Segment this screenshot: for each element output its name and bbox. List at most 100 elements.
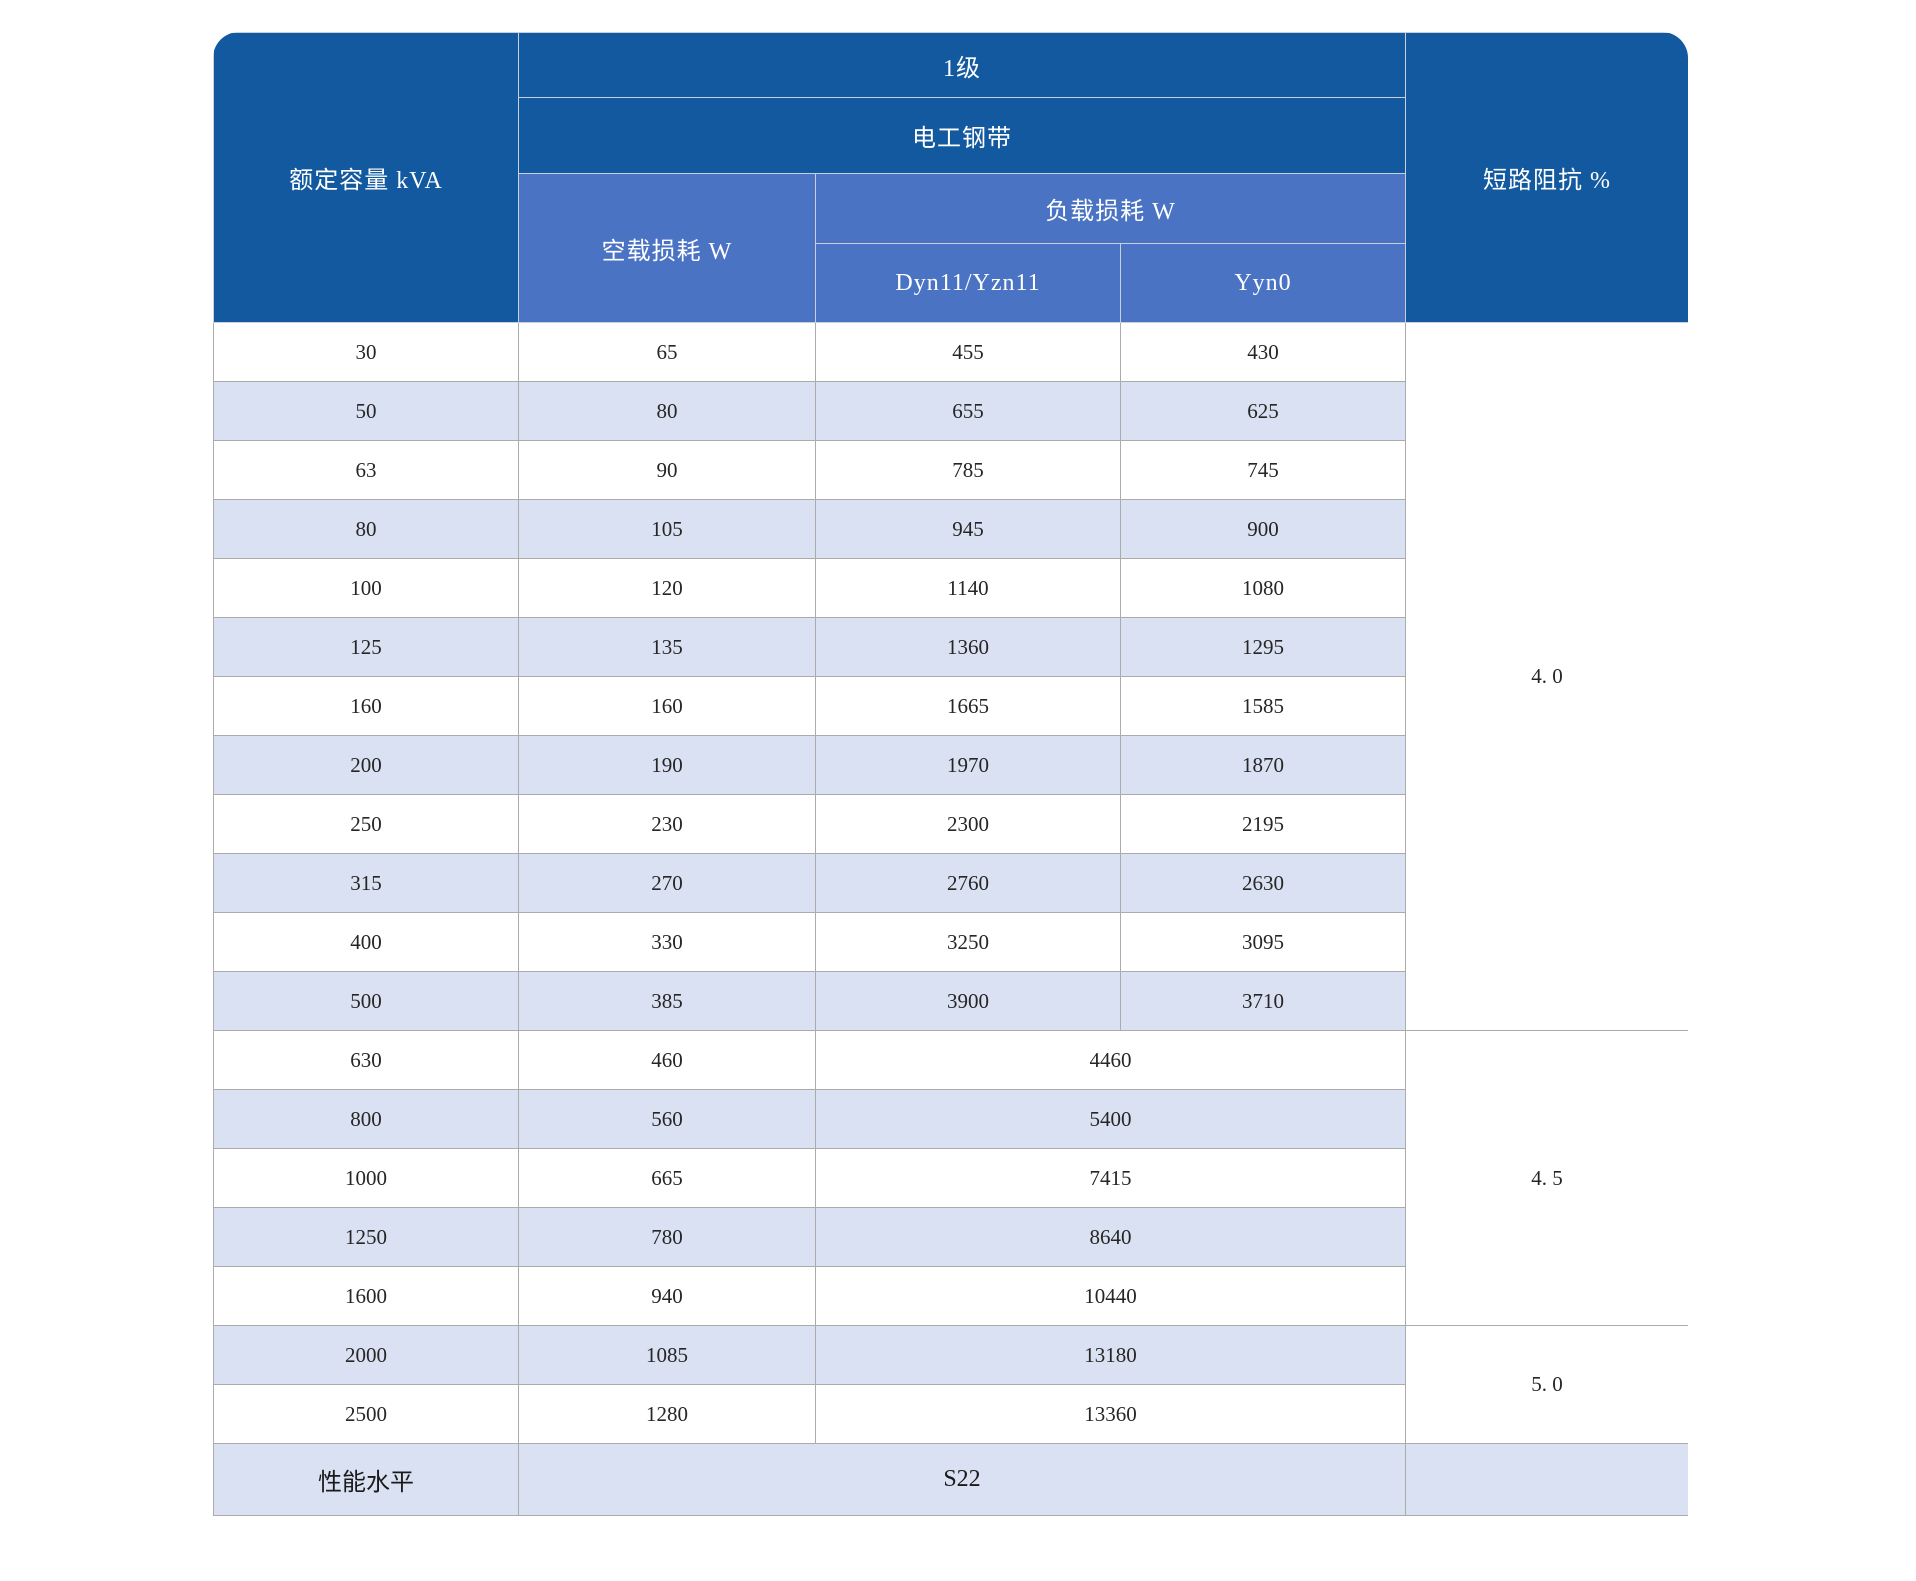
header-capacity: 额定容量 kVA: [213, 32, 519, 323]
cell-no-load: 560: [518, 1089, 816, 1149]
cell-capacity: 160: [213, 676, 519, 736]
cell-capacity: 200: [213, 735, 519, 795]
cell-no-load: 385: [518, 971, 816, 1031]
cell-no-load: 230: [518, 794, 816, 854]
cell-load-combined: 10440: [814, 1266, 1407, 1326]
cell-no-load: 330: [518, 912, 816, 972]
cell-yyn: 900: [1119, 499, 1407, 559]
header-no-load-loss: 空载损耗 W: [518, 173, 816, 323]
table-row: 100 120 1140 1080: [213, 558, 1689, 618]
cell-yyn: 1295: [1119, 617, 1407, 677]
cell-yyn: 745: [1119, 440, 1407, 500]
cell-yyn: 2630: [1119, 853, 1407, 913]
cell-no-load: 460: [518, 1030, 816, 1090]
header-vector-dyn: Dyn11/Yzn11: [815, 243, 1121, 323]
table-row: 800 560 5400: [213, 1089, 1689, 1149]
table-row: 50 80 655 625: [213, 381, 1689, 441]
cell-load-combined: 13180: [814, 1325, 1407, 1385]
cell-dyn: 1140: [815, 558, 1121, 618]
footer-impedance-empty: [1405, 1443, 1688, 1516]
cell-yyn: 1585: [1119, 676, 1407, 736]
cell-no-load: 120: [518, 558, 816, 618]
cell-no-load: 65: [518, 322, 816, 382]
cell-capacity: 315: [213, 853, 519, 913]
cell-no-load: 270: [518, 853, 816, 913]
cell-dyn: 785: [815, 440, 1121, 500]
table-row: 200 190 1970 1870: [213, 735, 1689, 795]
table-header: 额定容量 kVA 1级 短路阻抗 % 电工钢带 空载损耗 W 负载损耗 W Dy…: [213, 32, 1688, 323]
table-row: 500 385 3900 3710: [213, 971, 1689, 1031]
cell-no-load: 1085: [518, 1325, 816, 1385]
cell-capacity: 80: [213, 499, 519, 559]
cell-dyn: 1665: [815, 676, 1121, 736]
footer-label: 性能水平: [213, 1443, 519, 1516]
cell-capacity: 100: [213, 558, 519, 618]
cell-load-combined: 4460: [814, 1030, 1407, 1090]
cell-no-load: 665: [518, 1148, 816, 1208]
cell-dyn: 1360: [815, 617, 1121, 677]
cell-impedance-4-0: 4. 0: [1405, 322, 1688, 1031]
cell-capacity: 400: [213, 912, 519, 972]
cell-load-combined: 13360: [814, 1384, 1407, 1444]
header-impedance: 短路阻抗 %: [1405, 32, 1688, 323]
cell-capacity: 1600: [213, 1266, 519, 1326]
table-row: 2500 1280 13360: [213, 1384, 1689, 1444]
cell-capacity: 30: [213, 322, 519, 382]
table-row: 125 135 1360 1295: [213, 617, 1689, 677]
transformer-loss-table: 额定容量 kVA 1级 短路阻抗 % 电工钢带 空载损耗 W 负载损耗 W Dy…: [213, 32, 1688, 1516]
cell-capacity: 2500: [213, 1384, 519, 1444]
cell-no-load: 1280: [518, 1384, 816, 1444]
cell-yyn: 3710: [1119, 971, 1407, 1031]
header-grade: 1级: [517, 32, 1407, 98]
cell-yyn: 625: [1119, 381, 1407, 441]
cell-capacity: 2000: [213, 1325, 519, 1385]
cell-capacity: 1250: [213, 1207, 519, 1267]
cell-yyn: 1080: [1119, 558, 1407, 618]
table-row: 80 105 945 900: [213, 499, 1689, 559]
spec-table: 额定容量 kVA 1级 短路阻抗 % 电工钢带 空载损耗 W 负载损耗 W Dy…: [213, 32, 1688, 1516]
cell-no-load: 780: [518, 1207, 816, 1267]
cell-impedance-5-0: 5. 0: [1405, 1325, 1688, 1444]
table-row: 30 65 455 430 4. 0: [213, 322, 1688, 1031]
cell-no-load: 940: [518, 1266, 816, 1326]
cell-dyn: 945: [815, 499, 1121, 559]
cell-dyn: 3900: [815, 971, 1121, 1031]
cell-load-combined: 5400: [814, 1089, 1407, 1149]
cell-no-load: 160: [518, 676, 816, 736]
cell-load-combined: 8640: [814, 1207, 1407, 1267]
table-row: 250 230 2300 2195: [213, 794, 1689, 854]
cell-dyn: 1970: [815, 735, 1121, 795]
table-row: 2000 1085 13180 5. 0: [213, 1325, 1688, 1444]
header-material: 电工钢带: [517, 97, 1407, 174]
cell-no-load: 105: [518, 499, 816, 559]
table-row: 1600 940 10440: [213, 1266, 1689, 1326]
cell-dyn: 455: [815, 322, 1121, 382]
cell-capacity: 63: [213, 440, 519, 500]
header-load-loss: 负载损耗 W: [814, 173, 1407, 244]
cell-yyn: 430: [1119, 322, 1407, 382]
cell-dyn: 655: [815, 381, 1121, 441]
footer-performance-level: S22: [517, 1443, 1407, 1516]
table-body: 30 65 455 430 4. 0 50 80 655 625 63 90 7…: [213, 322, 1689, 1516]
table-footer-row: 性能水平 S22: [213, 1443, 1688, 1516]
cell-capacity: 1000: [213, 1148, 519, 1208]
cell-capacity: 630: [213, 1030, 519, 1090]
cell-impedance-4-5: 4. 5: [1405, 1030, 1688, 1326]
cell-dyn: 2300: [815, 794, 1121, 854]
cell-dyn: 3250: [815, 912, 1121, 972]
cell-yyn: 1870: [1119, 735, 1407, 795]
table-row: 400 330 3250 3095: [213, 912, 1689, 972]
table-row: 1250 780 8640: [213, 1207, 1689, 1267]
cell-no-load: 135: [518, 617, 816, 677]
table-row: 63 90 785 745: [213, 440, 1689, 500]
cell-capacity: 250: [213, 794, 519, 854]
cell-no-load: 90: [518, 440, 816, 500]
table-row: 630 460 4460 4. 5: [213, 1030, 1688, 1326]
cell-no-load: 80: [518, 381, 816, 441]
table-row: 315 270 2760 2630: [213, 853, 1689, 913]
cell-yyn: 2195: [1119, 794, 1407, 854]
header-vector-yyn: Yyn0: [1119, 243, 1407, 323]
cell-capacity: 800: [213, 1089, 519, 1149]
cell-no-load: 190: [518, 735, 816, 795]
